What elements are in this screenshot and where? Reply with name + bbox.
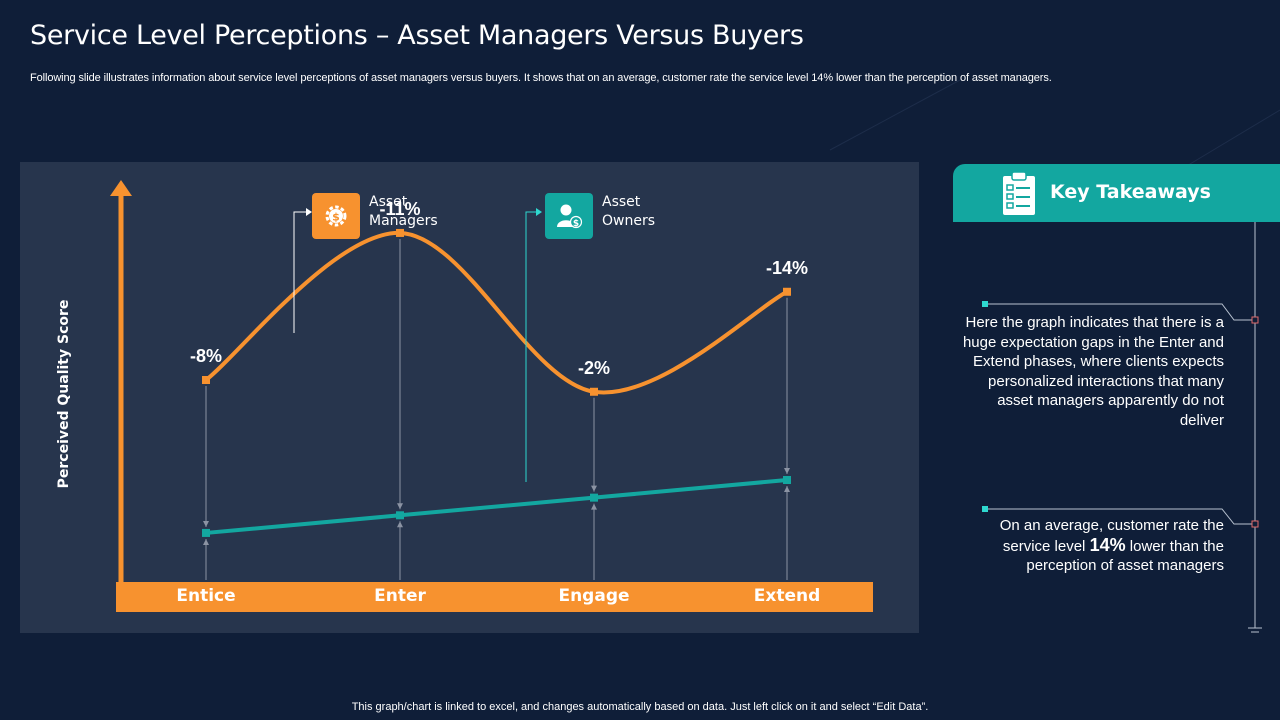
gap-connector-arrow: [397, 503, 403, 510]
base-connector-arrow: [203, 538, 209, 545]
footer-note: This graph/chart is linked to excel, and…: [351, 701, 929, 713]
takeaway-point-1: Here the graph indicates that there is a…: [962, 314, 1224, 429]
x-axis-bar: [116, 582, 873, 612]
asset-owners-leader-line: [525, 211, 538, 482]
asset-owners-legend-line2: Owners: [602, 213, 656, 229]
asset-owners-point[interactable]: [590, 493, 598, 502]
asset-managers-point[interactable]: [202, 376, 210, 384]
asset-owners-point[interactable]: [396, 511, 404, 520]
data-label: -8%: [189, 346, 222, 366]
asset-owners-leader-arrow: [536, 208, 542, 216]
svg-text:$: $: [332, 211, 340, 224]
clipboard-checklist-icon: [1003, 172, 1035, 215]
takeaway-point-2-text-b: lower than the perception of asset manag…: [1026, 537, 1224, 575]
asset-managers-leader-line: [293, 211, 308, 333]
series-asset-managers-line: [204, 230, 788, 395]
asset-owners-point[interactable]: [783, 476, 791, 484]
series-asset-owners-line: [205, 478, 788, 535]
asset-managers-legend-line1: Asset: [369, 194, 408, 210]
connector-lines: [203, 238, 790, 580]
data-label: -14%: [765, 257, 809, 278]
asset-owners-legend-label: Asset Owners: [602, 193, 712, 231]
person-dollar-icon: $: [557, 204, 583, 229]
base-connector-arrow: [784, 486, 790, 492]
asset-owners-legend-line1: Asset: [602, 194, 641, 210]
asset-managers-leader-arrow: [306, 208, 312, 216]
takeaway-point-2-text-a: On an average, customer rate the service…: [999, 517, 1224, 555]
page-subtitle: Following slide illustrates information …: [30, 72, 1052, 84]
x-tick-label: Enter: [374, 586, 426, 606]
data-label: -11%: [379, 198, 421, 219]
gap-connector-arrow: [784, 468, 790, 474]
asset-managers-legend-line2: Managers: [369, 213, 438, 229]
chart-panel: [20, 162, 919, 633]
x-tick-label: Engage: [558, 586, 630, 606]
base-connector-arrow: [591, 503, 597, 510]
key-takeaways-title: Key Takeaways: [1050, 181, 1211, 203]
series-layer: [202, 228, 791, 537]
x-tick-label: Extend: [753, 586, 821, 606]
asset-managers-legend-label: Asset Managers: [369, 193, 479, 231]
asset-managers-point[interactable]: [590, 387, 598, 396]
asset-managers-point[interactable]: [783, 287, 791, 296]
y-axis-arrowhead: [110, 180, 132, 196]
gear-dollar-icon: $: [325, 205, 347, 227]
asset-owners-legend-icon: $: [545, 193, 593, 239]
data-label: -2%: [577, 357, 610, 378]
page-title: Service Level Perceptions – Asset Manage…: [30, 20, 804, 51]
takeaway-point-2: On an average, customer rate the service…: [964, 516, 1224, 576]
base-connector-arrow: [397, 521, 403, 528]
asset-managers-point[interactable]: [396, 228, 404, 237]
gap-connector-arrow: [591, 485, 597, 492]
asset-managers-legend-icon: $: [312, 193, 360, 239]
asset-owners-point[interactable]: [202, 528, 210, 537]
gap-connector-arrow: [203, 520, 209, 527]
x-tick-label: Entice: [176, 586, 236, 606]
svg-text:$: $: [573, 219, 579, 229]
takeaway-point-2-highlight: 14%: [1089, 534, 1126, 555]
